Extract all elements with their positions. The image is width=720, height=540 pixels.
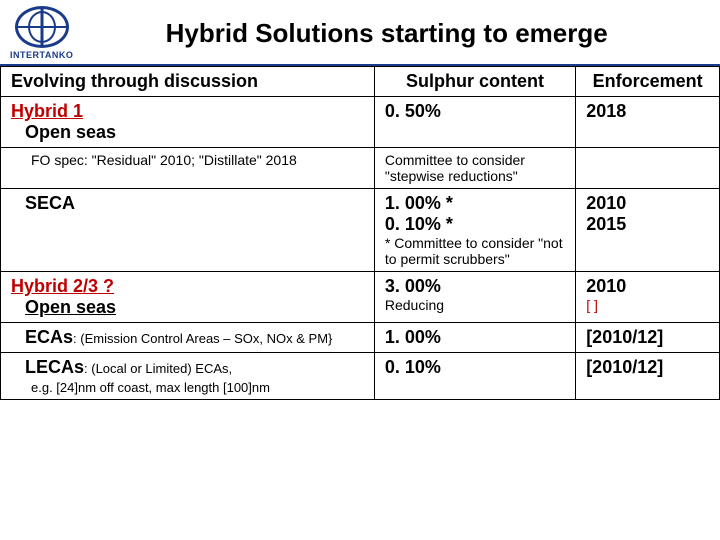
h2-open-year: 2010 [586,276,709,297]
h1-fo-note: Committee to consider "stepwise reductio… [385,152,565,184]
hybrid1-label: Hybrid 1 [11,101,364,122]
h1-seca-pct2: 0. 10% * [385,214,565,235]
h1-open-pct: 0. 50% [385,101,565,122]
lecas-eg: e.g. [24]nm off coast, max length [100]n… [31,380,364,395]
h1-seca-pct1: 1. 00% * [385,193,565,214]
h1-seca: SECA [25,193,364,214]
ecas-desc: : (Emission Control Areas – SOx, NOx & P… [73,331,332,346]
table-row: Hybrid 2/3 ? Open seas 3. 00% Reducing 2… [1,272,720,323]
lecas-desc: : (Local or Limited) ECAs, [84,361,232,376]
hybrid2-label: Hybrid 2/3 ? [11,276,364,297]
h2-ecas: ECAs: (Emission Control Areas – SOx, NOx… [25,327,364,348]
table-row: Hybrid 1 Open seas 0. 50% 2018 [1,97,720,148]
solutions-table: Evolving through discussion Sulphur cont… [0,66,720,400]
h2-open-seas: Open seas [25,297,364,318]
table-row: SECA 1. 00% * 0. 10% * * Committee to co… [1,189,720,272]
table-header-row: Evolving through discussion Sulphur cont… [1,67,720,97]
h2-open-pct: 3. 00% [385,276,565,297]
h1-open-year: 2018 [586,101,709,122]
h2-lecas: LECAs: (Local or Limited) ECAs, [25,357,364,378]
h1-fo-spec: FO spec: "Residual" 2010; "Distillate" 2… [31,152,364,168]
header: INTERTANKO Hybrid Solutions starting to … [0,0,720,66]
logo-text: INTERTANKO [10,50,73,60]
h1-seca-note: * Committee to consider "not to permit s… [385,235,565,267]
h2-open-reducing: Reducing [385,297,565,313]
table-row: ECAs: (Emission Control Areas – SOx, NOx… [1,323,720,353]
lecas-label: LECAs [25,357,84,377]
intertanko-logo: INTERTANKO [10,6,73,60]
h2-ecas-year: [2010/12] [586,327,709,348]
table-row: LECAs: (Local or Limited) ECAs, e.g. [24… [1,353,720,400]
h1-open-seas: Open seas [25,122,364,143]
col-header-discussion: Evolving through discussion [1,67,375,97]
h1-seca-y1: 2010 [586,193,709,214]
page-title: Hybrid Solutions starting to emerge [93,18,710,49]
h2-lecas-pct: 0. 10% [385,357,565,378]
h2-open-bracket: [ ] [586,297,709,313]
table-row: FO spec: "Residual" 2010; "Distillate" 2… [1,148,720,189]
globe-icon [15,6,69,48]
h2-lecas-year: [2010/12] [586,357,709,378]
ecas-label: ECAs [25,327,73,347]
h1-seca-y2: 2015 [586,214,709,235]
col-header-sulphur: Sulphur content [374,67,575,97]
h2-ecas-pct: 1. 00% [385,327,565,348]
col-header-enforcement: Enforcement [576,67,720,97]
